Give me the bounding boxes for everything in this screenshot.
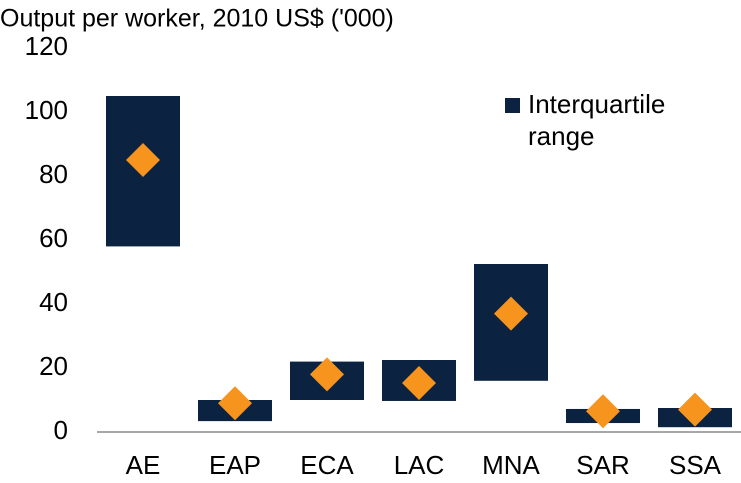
y-tick-label: 120 (25, 31, 68, 61)
chart-title: Output per worker, 2010 US$ ('000) (0, 5, 394, 33)
x-tick-label: SSA (669, 450, 722, 480)
y-tick-label: 40 (39, 287, 68, 317)
median-marker (586, 394, 620, 429)
median-marker (218, 386, 252, 421)
x-tick-label: SAR (576, 450, 629, 480)
y-tick-label: 100 (25, 95, 68, 125)
legend-label: Interquartile range (528, 89, 666, 151)
median-marker (678, 392, 712, 427)
y-tick-label: 60 (39, 223, 68, 253)
x-tick-label: AE (126, 450, 161, 480)
x-tick-label: MNA (482, 450, 540, 480)
y-tick-label: 20 (39, 351, 68, 381)
median-marker (310, 357, 344, 392)
x-tick-label: LAC (394, 450, 445, 480)
median-marker (402, 366, 436, 401)
y-tick-label: 80 (39, 159, 68, 189)
median-marker (494, 296, 528, 331)
legend: Interquartile range (505, 88, 708, 152)
x-tick-label: ECA (300, 450, 354, 480)
y-tick-label: 0 (54, 415, 68, 445)
median-marker (126, 143, 160, 177)
legend-swatch (505, 98, 520, 113)
x-tick-label: EAP (209, 450, 261, 480)
